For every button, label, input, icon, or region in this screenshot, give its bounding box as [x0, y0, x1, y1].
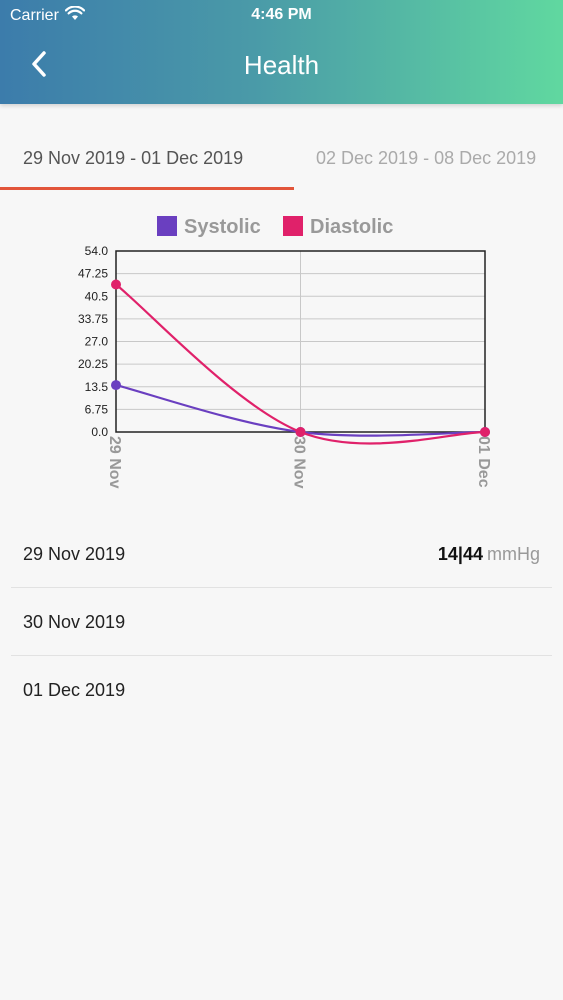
chart-series [111, 279, 490, 445]
x-tick-label: 30 Nov [291, 436, 308, 489]
carrier-label: Carrier [10, 7, 59, 24]
y-axis-ticks: 54.0 47.25 40.5 33.75 27.0 20.25 13.5 6.75 0.0 [78, 244, 108, 439]
y-tick-label: 54.0 [85, 244, 109, 258]
page-title: Health [243, 50, 320, 80]
blood-pressure-chart: Systolic Diastolic 54.0 47.25 40.5 33.75 27.0… [78, 216, 492, 489]
reading-unit: mmHg [487, 544, 540, 564]
tab-date-range-current[interactable]: 29 Nov 2019 - 01 Dec 2019 [23, 148, 244, 168]
reading-value: 14|44 mmHg [438, 544, 540, 565]
list-item[interactable]: 01 Dec 2019 [11, 656, 552, 724]
back-button[interactable] [22, 48, 56, 84]
data-point-systolic [111, 380, 121, 391]
status-bar-carrier: Carrier [10, 5, 85, 26]
status-bar-time: 4:46 PM [251, 6, 312, 23]
chevron-left-icon [30, 50, 48, 83]
reading-date: 01 Dec 2019 [23, 680, 126, 700]
legend-label-diastolic: Diastolic [310, 216, 393, 238]
tab-date-range-next[interactable]: 02 Dec 2019 - 08 Dec 2019 [316, 148, 537, 168]
legend-label-systolic: Systolic [184, 216, 261, 238]
date-range-tabs: 29 Nov 2019 - 01 Dec 2019 02 Dec 2019 - … [0, 130, 563, 192]
data-point-diastolic [295, 427, 306, 437]
y-tick-label: 13.5 [85, 380, 109, 394]
wifi-icon [64, 5, 85, 26]
reading-systolic-diastolic: 14|44 [437, 544, 483, 564]
chart-grid [115, 250, 486, 433]
y-tick-label: 47.25 [78, 267, 108, 281]
y-tick-label: 33.75 [78, 312, 108, 326]
y-tick-label: 6.75 [85, 402, 109, 416]
y-tick-label: 27.0 [85, 335, 109, 349]
app-header: Carrier 4:46 PM Health [0, 0, 563, 104]
data-point-diastolic [111, 279, 121, 290]
legend-swatch-systolic [157, 216, 177, 236]
chart-legend: Systolic Diastolic [157, 216, 393, 238]
y-tick-label: 40.5 [85, 289, 109, 303]
reading-date: 30 Nov 2019 [23, 612, 126, 632]
y-tick-label: 0.0 [91, 425, 108, 439]
list-item[interactable]: 29 Nov 2019 14|44 mmHg [11, 520, 552, 588]
x-axis-ticks: 29 Nov 30 Nov 01 Dec [106, 436, 492, 489]
active-tab-indicator [0, 187, 294, 190]
y-tick-label: 20.25 [78, 357, 108, 371]
legend-swatch-diastolic [283, 216, 303, 236]
x-tick-label: 01 Dec [475, 436, 492, 488]
list-item[interactable]: 30 Nov 2019 [11, 588, 552, 656]
data-point-diastolic [480, 427, 490, 437]
reading-date: 29 Nov 2019 [23, 544, 126, 564]
readings-list: 29 Nov 2019 14|44 mmHg 30 Nov 2019 01 Dec… [0, 520, 563, 724]
x-tick-label: 29 Nov [106, 436, 123, 489]
